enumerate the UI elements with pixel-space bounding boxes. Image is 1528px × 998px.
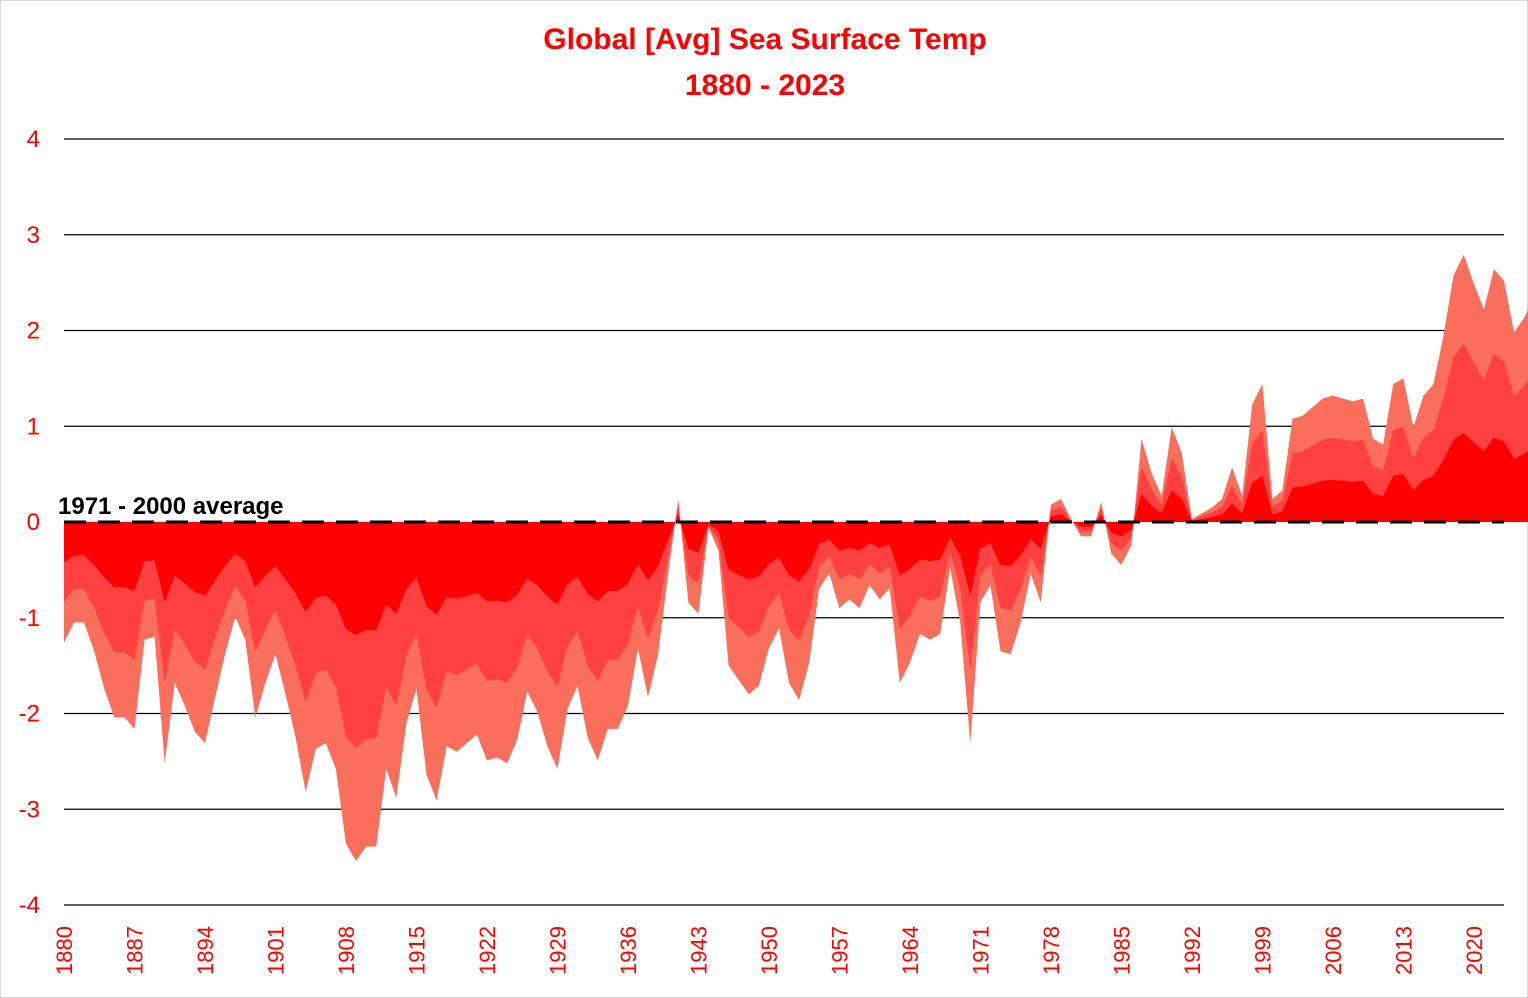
y-axis-ticks: 4 3 2 1 0 -1 -2 -3 -4: [19, 126, 40, 919]
gridlines: [64, 138, 1504, 906]
reference-line-label: 1971 - 2000 average: [58, 493, 284, 520]
y-tick-label: 4: [27, 126, 40, 153]
x-tick-label: 1936: [616, 926, 641, 975]
x-tick-label: 1957: [827, 926, 852, 975]
x-tick-label: 1894: [193, 926, 218, 975]
y-tick-label: 3: [27, 222, 40, 249]
x-axis-ticks: 1880 1887 1894 1901 1908 1915 1922 1929 1936 1943…: [52, 926, 1487, 975]
y-tick-label: 1: [27, 413, 40, 440]
x-tick-label: 1971: [968, 926, 993, 975]
x-tick-label: 1950: [757, 926, 782, 975]
y-tick-label: -4: [19, 892, 40, 919]
y-tick-label: 2: [27, 318, 40, 345]
x-tick-label: 1915: [404, 926, 429, 975]
x-tick-label: 1978: [1039, 926, 1064, 975]
area-series: [64, 254, 1528, 861]
chart-title: Global [Avg] Sea Surface Temp: [543, 23, 987, 56]
x-tick-label: 1908: [334, 926, 359, 975]
x-tick-label: 1999: [1250, 926, 1275, 975]
y-tick-label: -1: [19, 605, 40, 632]
x-tick-label: 2006: [1321, 926, 1346, 975]
x-tick-label: 1943: [686, 926, 711, 975]
x-tick-label: 1985: [1109, 926, 1134, 975]
x-tick-label: 1929: [545, 926, 570, 975]
y-tick-label: -2: [19, 701, 40, 728]
x-tick-label: 1964: [898, 926, 923, 975]
y-tick-label: -3: [19, 796, 40, 823]
x-tick-label: 1901: [263, 926, 288, 975]
x-tick-label: 2020: [1462, 926, 1487, 975]
x-tick-label: 2013: [1391, 926, 1416, 975]
y-tick-label: 0: [27, 509, 40, 536]
x-tick-label: 1922: [475, 926, 500, 975]
area-layer-3: [64, 432, 1528, 635]
x-tick-label: 1880: [52, 926, 77, 975]
x-tick-label: 1992: [1180, 926, 1205, 975]
chart-subtitle: 1880 - 2023: [684, 69, 846, 102]
x-tick-label: 1887: [122, 926, 147, 975]
